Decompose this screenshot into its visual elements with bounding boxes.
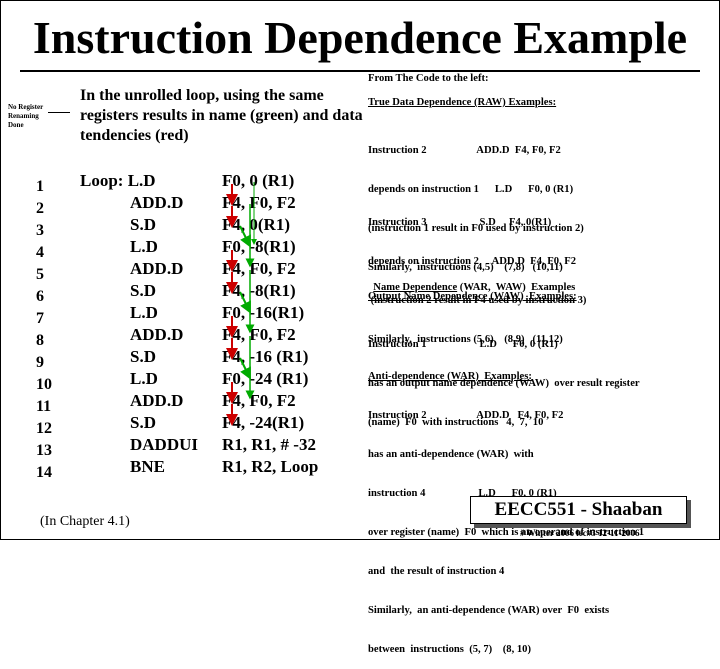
name-dependence-label: Name Dependence xyxy=(373,282,458,293)
code-opcode: ADD.D xyxy=(130,259,184,278)
code-opcode: Loop: L.D xyxy=(80,171,156,190)
code-operands: F4, F0, F2 xyxy=(222,325,296,344)
code-opcode: L.D xyxy=(130,369,158,388)
line-number: 7 xyxy=(36,310,44,327)
raw-ex1-line: (instruction 1 result in F0 used by inst… xyxy=(368,223,584,234)
code-opcode-column: Loop: L.D ADD.D S.D L.D ADD.D S.D L.D AD… xyxy=(80,170,220,478)
note-pointer-line xyxy=(48,112,70,113)
code-opcode: L.D xyxy=(130,237,158,256)
line-number: 8 xyxy=(36,332,44,349)
line-number: 4 xyxy=(36,244,44,261)
code-operands: R1, R2, Loop xyxy=(222,457,319,476)
war-line: Instruction 2 ADD.D F4, F0, F2 xyxy=(368,410,564,421)
raw-ex1-line: Instruction 2 ADD.D F4, F0, F2 xyxy=(368,145,561,156)
war-line: instruction 4 L.D F0, 0 (R1) xyxy=(368,488,557,499)
war-line: has an anti-dependence (WAR) with xyxy=(368,449,534,460)
chapter-reference: (In Chapter 4.1) xyxy=(40,514,130,529)
code-opcode: S.D xyxy=(130,215,156,234)
raw-ex2-line: Instruction 3 S.D F4, 0(R1) xyxy=(368,217,552,228)
line-number: 12 xyxy=(36,420,52,437)
name-dependence-header: Name Dependence (WAR, WAW) Examples xyxy=(368,268,713,294)
waw-line: Instruction 1 L.D F0, 0 (R1) xyxy=(368,339,558,350)
war-line: and the result of instruction 4 xyxy=(368,566,505,577)
code-operands: F4, F0, F2 xyxy=(222,259,296,278)
code-operands: F4, -16 (R1) xyxy=(222,347,309,366)
waw-line: has an output name dependence (WAW) over… xyxy=(368,378,640,389)
code-operand-column: F0, 0 (R1) F4, F0, F2 F4, 0(R1) F0, -8(R… xyxy=(222,170,352,478)
code-operands: R1, R1, # -32 xyxy=(222,435,316,454)
code-operands: F4, -8(R1) xyxy=(222,281,296,300)
war-header: Anti-dependence (WAR) Examples: xyxy=(368,371,532,382)
code-opcode: DADDUI xyxy=(130,435,198,454)
raw-ex2-line: (instruction 2 result in F4 used by inst… xyxy=(368,295,587,306)
raw-ex2-line: depends on instruction 2 ADD.D F4, F0, F… xyxy=(368,256,577,267)
name-arrow-3-4 xyxy=(239,225,251,248)
code-opcode: S.D xyxy=(130,347,156,366)
line-number: 1 xyxy=(36,178,44,195)
code-operands: F0, 0 (R1) xyxy=(222,171,295,190)
name-dependence-suffix: (WAR, WAW) Examples xyxy=(457,282,576,293)
war-line: between instructions (5, 7) (8, 10) xyxy=(368,644,532,655)
war-line: over register (name) F0 which is an oper… xyxy=(368,527,645,538)
line-number: 9 xyxy=(36,354,44,371)
raw-ex2-line: Similarly, instructions (5,6) (8,9) (11,… xyxy=(368,334,563,345)
name-arrow-9-10 xyxy=(239,357,251,380)
code-opcode: ADD.D xyxy=(130,325,184,344)
raw-example-2: Instruction 3 S.D F4, 0(R1) depends on i… xyxy=(368,190,713,359)
sidebar-note: No Register Renaming Done xyxy=(8,103,44,129)
name-arrow-6-7 xyxy=(239,291,251,314)
line-number: 13 xyxy=(36,442,52,459)
waw-line: (name) F0 with instructions 4, 7, 10 xyxy=(368,417,544,428)
raw-header: True Data Dependence (RAW) Examples: xyxy=(368,97,557,108)
code-opcode: L.D xyxy=(130,303,158,322)
course-footer-box: EECC551 - Shaaban xyxy=(470,496,687,524)
line-number: 10 xyxy=(36,376,52,393)
raw-ex1-line: depends on instruction 1 L.D F0, 0 (R1) xyxy=(368,184,574,195)
waw-example: Instruction 1 L.D F0, 0 (R1) has an outp… xyxy=(368,312,713,442)
code-opcode: ADD.D xyxy=(130,391,184,410)
line-number: 6 xyxy=(36,288,44,305)
waw-header: Output Name Dependence (WAW) Examples: xyxy=(368,291,577,302)
footer-date-line: # Winter 2006 lec#3 12-11-2006 xyxy=(520,528,640,538)
raw-example-1: Instruction 2 ADD.D F4, F0, F2 depends o… xyxy=(368,118,713,287)
code-operands: F4, -24(R1) xyxy=(222,413,305,432)
line-number: 2 xyxy=(36,200,44,217)
raw-ex1-line: Similarly, instructions (4,5) (7,8) (10,… xyxy=(368,262,563,273)
line-number-column: 1 2 3 4 5 6 7 8 9 10 11 12 13 14 xyxy=(36,176,66,484)
dependence-arrows xyxy=(226,182,257,426)
line-number: 3 xyxy=(36,222,44,239)
code-opcode: S.D xyxy=(130,281,156,300)
war-line: Similarly, an anti-dependence (WAR) over… xyxy=(368,605,610,616)
code-operands: F4, F0, F2 xyxy=(222,391,296,410)
title-rule xyxy=(20,70,700,72)
code-operands: F4, 0(R1) xyxy=(222,215,290,234)
slide-title: Instruction Dependence Example xyxy=(32,12,688,63)
from-code-label: From The Code to the left: xyxy=(368,73,489,84)
code-opcode: BNE xyxy=(130,457,165,476)
war-example: Instruction 2 ADD.D F4, F0, F2 has an an… xyxy=(368,383,713,669)
line-number: 14 xyxy=(36,464,52,481)
code-opcode: S.D xyxy=(130,413,156,432)
code-opcode: ADD.D xyxy=(130,193,184,212)
line-number: 5 xyxy=(36,266,44,283)
code-operands: F4, F0, F2 xyxy=(222,193,296,212)
line-number: 11 xyxy=(36,398,52,415)
intro-text: In the unrolled loop, using the same reg… xyxy=(80,87,363,144)
